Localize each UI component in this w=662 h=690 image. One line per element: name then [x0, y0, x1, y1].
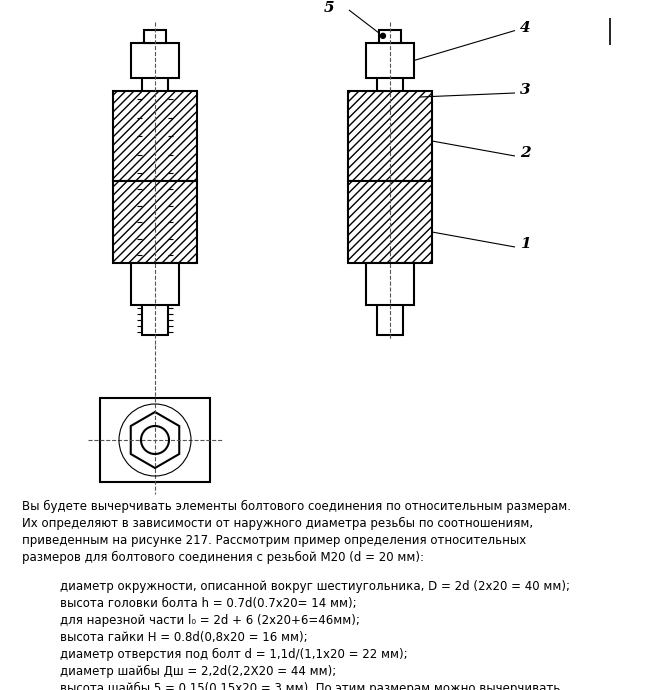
Text: 5: 5 — [323, 1, 334, 15]
Text: размеров для болтового соединения с резьбой М20 (d = 20 мм):: размеров для болтового соединения с резь… — [22, 551, 424, 564]
Text: для нарезной части l₀ = 2d + 6 (2x20+6=46мм);: для нарезной части l₀ = 2d + 6 (2x20+6=4… — [60, 614, 360, 627]
Bar — [131, 263, 179, 305]
Bar — [113, 91, 197, 181]
Text: высота головки болта h = 0.7d(0.7x20= 14 мм);: высота головки болта h = 0.7d(0.7x20= 14… — [60, 597, 357, 610]
Bar — [366, 43, 414, 78]
Text: 1: 1 — [520, 237, 531, 251]
Bar — [131, 43, 179, 78]
Text: диаметр отверстия под болт d = 1,1d/(1,1x20 = 22 мм);: диаметр отверстия под болт d = 1,1d/(1,1… — [60, 648, 408, 661]
Text: приведенным на рисунке 217. Рассмотрим пример определения относительных: приведенным на рисунке 217. Рассмотрим п… — [22, 534, 526, 547]
Bar — [366, 263, 414, 305]
Bar — [379, 30, 401, 43]
Polygon shape — [131, 412, 179, 468]
Bar — [360, 91, 420, 104]
Text: 3: 3 — [520, 83, 531, 97]
Bar — [348, 181, 432, 263]
Bar — [113, 181, 197, 263]
Bar — [377, 43, 403, 335]
Text: 2: 2 — [520, 146, 531, 160]
Circle shape — [381, 33, 385, 39]
Bar — [348, 91, 432, 181]
Bar — [100, 398, 210, 482]
Text: Вы будете вычерчивать элементы болтового соединения по относительным размерам.: Вы будете вычерчивать элементы болтового… — [22, 500, 571, 513]
Bar — [144, 30, 166, 43]
Bar — [142, 43, 168, 335]
Text: диаметр окружности, описанной вокруг шестиугольника, D = 2d (2x20 = 40 мм);: диаметр окружности, описанной вокруг шес… — [60, 580, 570, 593]
Text: 4: 4 — [520, 21, 531, 34]
Text: Их определяют в зависимости от наружного диаметра резьбы по соотношениям,: Их определяют в зависимости от наружного… — [22, 517, 533, 530]
Text: высота гайки H = 0.8d(0,8x20 = 16 мм);: высота гайки H = 0.8d(0,8x20 = 16 мм); — [60, 631, 308, 644]
Bar — [125, 91, 185, 104]
Text: высота шайбы 5 = 0,15(0,15x20 = 3 мм). По этим размерам можно вычерчивать: высота шайбы 5 = 0,15(0,15x20 = 3 мм). П… — [60, 682, 560, 690]
Text: диаметр шайбы Дш = 2,2d(2,2X20 = 44 мм);: диаметр шайбы Дш = 2,2d(2,2X20 = 44 мм); — [60, 665, 336, 678]
